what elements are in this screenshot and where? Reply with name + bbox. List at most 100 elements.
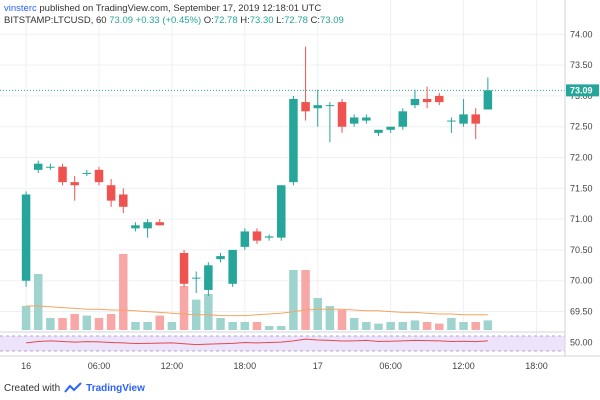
close-value: 73.09 xyxy=(320,15,344,26)
volume-bar xyxy=(106,314,116,330)
volume-bar xyxy=(483,320,493,330)
candle-body xyxy=(33,163,43,170)
rsi-line xyxy=(26,338,488,346)
volume-bar xyxy=(459,322,468,330)
volume-bar xyxy=(313,298,322,330)
volume-bar xyxy=(422,322,432,330)
candle-body xyxy=(471,114,480,124)
rsi-band-layer xyxy=(0,331,565,352)
candle-body xyxy=(289,99,298,183)
candle-body xyxy=(191,277,201,279)
time-axis: 16 06:00 12:00 18:00 17 06:00 12:00 18:00 xyxy=(0,355,600,371)
volume-bar xyxy=(143,322,152,330)
volume-bar xyxy=(204,294,213,330)
candle-layer xyxy=(21,46,493,297)
price-tick-label: 70.00 xyxy=(570,276,593,286)
time-tick-label: 17 xyxy=(313,361,323,371)
volume-bar xyxy=(119,254,128,330)
candle-body xyxy=(349,117,359,124)
volume-bar xyxy=(325,306,335,330)
volume-bar xyxy=(21,306,31,330)
footer: Created with TradingView xyxy=(4,382,145,394)
volume-bar xyxy=(471,322,480,330)
candle-body xyxy=(434,95,444,103)
candle-body xyxy=(447,120,456,122)
candle-body xyxy=(337,102,347,127)
overlay-layer xyxy=(0,89,565,346)
volume-bar xyxy=(179,286,189,330)
time-tick-label: 18:00 xyxy=(525,361,548,371)
price-tick-label: 73.50 xyxy=(570,60,593,70)
published-text: published on TradingView.com, September … xyxy=(39,3,322,14)
symbol-label: BITSTAMP:LTCUSD, 60 xyxy=(4,15,107,26)
candle-body xyxy=(70,182,79,186)
volume-bar xyxy=(70,314,79,330)
candle-body xyxy=(119,194,128,207)
volume-bar xyxy=(301,270,310,330)
candle-body xyxy=(277,185,286,238)
volume-bar xyxy=(155,315,165,330)
volume-bar xyxy=(349,318,359,330)
time-tick-label: 16 xyxy=(21,361,31,371)
candle-body xyxy=(252,231,262,241)
candle-body xyxy=(240,231,250,247)
candle-body xyxy=(106,185,116,201)
open-label: O: xyxy=(203,15,214,26)
volume-bar xyxy=(410,320,420,330)
candle-body xyxy=(398,111,408,127)
open-value: 72.78 xyxy=(213,15,238,26)
price-tick-label: 71.50 xyxy=(570,183,593,193)
volume-bar xyxy=(131,322,140,330)
volume-layer xyxy=(21,254,493,330)
volume-bar xyxy=(240,322,250,330)
high-label: H: xyxy=(240,15,250,26)
candle-body xyxy=(131,225,140,229)
volume-bar xyxy=(447,318,456,330)
candle-body xyxy=(301,102,310,112)
username-link[interactable]: vinsterc xyxy=(4,3,37,14)
volume-bar xyxy=(434,323,444,330)
symbol-info: BITSTAMP:LTCUSD, 60 73.09 +0.33 (+0.45%)… xyxy=(4,15,344,26)
close-label: C: xyxy=(310,15,321,26)
price-tick-label: 72.50 xyxy=(570,122,593,132)
tradingview-logo-icon xyxy=(64,382,82,393)
high-value: 73.30 xyxy=(249,15,274,26)
price-tick-label: 69.50 xyxy=(570,307,593,317)
volume-bar xyxy=(362,322,371,330)
chart-grid xyxy=(0,0,565,353)
volume-ma-line xyxy=(26,305,488,317)
volume-bar xyxy=(398,322,408,330)
candle-body xyxy=(264,236,274,238)
candle-body xyxy=(228,249,237,284)
candle-body xyxy=(386,126,395,130)
time-tick-label: 06:00 xyxy=(88,361,111,371)
volume-bar xyxy=(386,322,395,330)
price-tick-label: 72.00 xyxy=(570,153,593,163)
volume-bar xyxy=(33,274,43,330)
candle-body xyxy=(94,169,104,183)
volume-bar xyxy=(167,322,177,330)
tradingview-logo-text[interactable]: TradingView xyxy=(86,382,145,394)
candle-body xyxy=(313,105,322,109)
rsi-level-label: 50.00 xyxy=(570,338,593,348)
change-text: +0.33 (+0.45%) xyxy=(135,15,202,26)
price-tick-label: 74.00 xyxy=(570,29,593,39)
volume-bar xyxy=(264,326,274,330)
candle-body xyxy=(422,99,432,103)
time-tick-label: 12:00 xyxy=(161,361,184,371)
price-tick-label: 70.50 xyxy=(570,245,593,255)
time-tick-label: 06:00 xyxy=(379,361,402,371)
candle-body xyxy=(362,117,371,121)
price-axis: 74.0073.5073.0072.5072.0071.5071.0070.50… xyxy=(564,0,599,356)
volume-bar xyxy=(277,326,286,330)
volume-bar xyxy=(46,318,55,330)
volume-bar xyxy=(252,322,262,330)
rsi-band xyxy=(0,336,565,351)
candle-body xyxy=(82,172,92,174)
candle-body xyxy=(204,265,213,290)
candle-body xyxy=(143,222,152,229)
candle-body xyxy=(155,222,165,226)
last-value: 73.09 xyxy=(109,15,134,26)
volume-bar xyxy=(337,310,347,330)
